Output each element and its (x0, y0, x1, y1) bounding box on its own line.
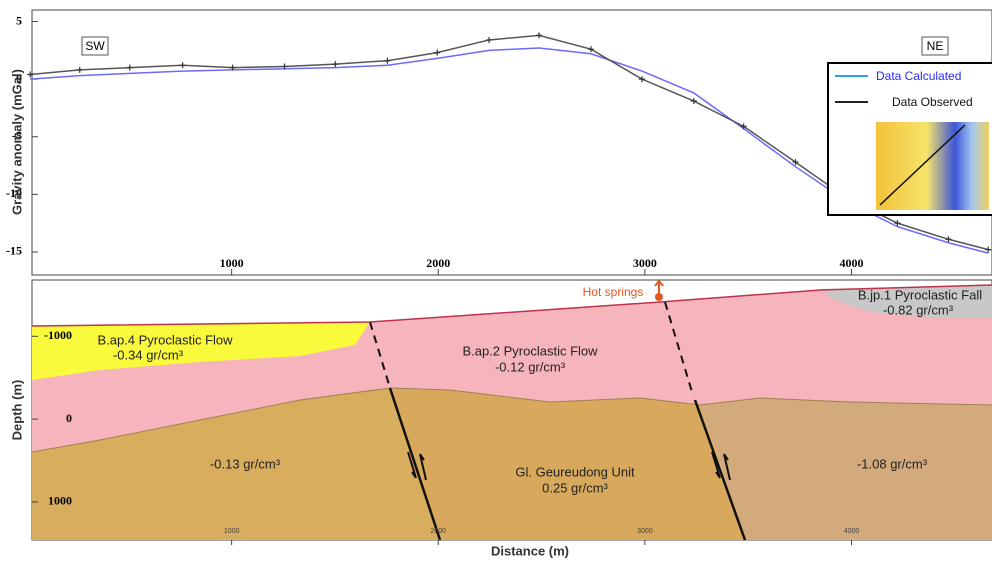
y-axis-label: Gravity anomaly (mGal) (9, 69, 24, 215)
map-inset (876, 122, 989, 210)
annotation: SW (85, 39, 105, 53)
unit-density: -1.08 gr/cm³ (857, 456, 928, 471)
figure: 50-5-10-151000200030004000 Gravity anoma… (0, 0, 992, 562)
x-tick-label: 4000 (844, 528, 860, 535)
y-axis-label: Depth (m) (9, 380, 24, 441)
x-tick-label: 2000 (426, 256, 450, 270)
y-tick-label: 0 (66, 411, 72, 425)
annotation: Hot springs (583, 285, 644, 299)
unit-density: -0.13 gr/cm³ (210, 456, 281, 471)
x-tick-label: 2000 (430, 528, 446, 535)
unit-density: -0.12 gr/cm³ (495, 359, 566, 374)
y-tick-label: -1000 (44, 328, 72, 342)
legend-label: Data Calculated (876, 69, 961, 83)
y-tick-label: 5 (16, 13, 22, 27)
unit-name: Gl. Geureudong Unit (515, 464, 635, 479)
x-tick-label: 1000 (224, 528, 240, 535)
unit-density: 0.25 gr/cm³ (542, 480, 608, 495)
x-tick-label: 1000 (220, 256, 244, 270)
cross-section (32, 280, 992, 540)
unit-density: -0.82 gr/cm³ (883, 302, 954, 317)
legend-label: Data Observed (892, 95, 973, 109)
unit-name: B.jp.1 Pyroclastic Fall (858, 287, 982, 302)
y-tick-label: -15 (6, 244, 22, 258)
x-tick-label: 4000 (839, 256, 863, 270)
y-tick-label: 1000 (48, 494, 72, 508)
unit-density: -0.34 gr/cm³ (113, 347, 184, 362)
x-axis-label: Distance (m) (491, 543, 569, 558)
x-tick-label: 3000 (633, 256, 657, 270)
unit-name: B.ap.4 Pyroclastic Flow (97, 332, 233, 347)
annotation: NE (927, 39, 944, 53)
x-tick-label: 3000 (637, 528, 653, 535)
unit-name: B.ap.2 Pyroclastic Flow (462, 343, 598, 358)
